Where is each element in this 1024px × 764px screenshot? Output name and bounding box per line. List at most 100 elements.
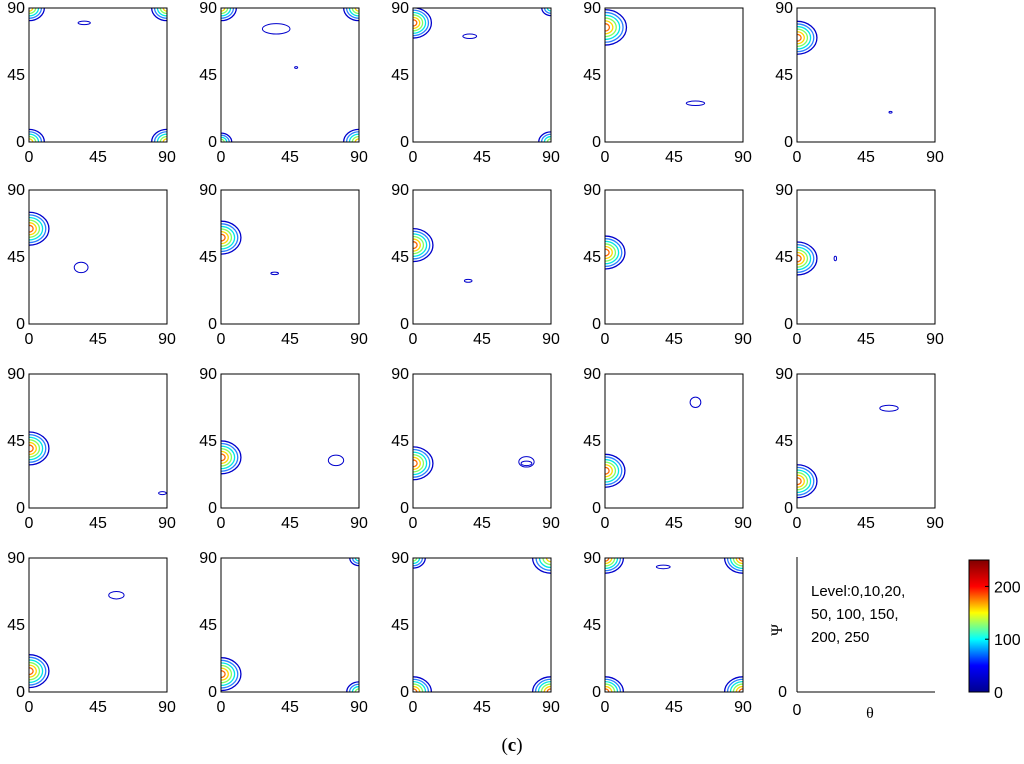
y-tick-label: 90 [7, 550, 25, 567]
peak-contour-ring [605, 8, 628, 46]
x-tick-label: 45 [89, 331, 107, 348]
peak-contour-ring [797, 20, 818, 55]
panel-frame [796, 189, 936, 325]
y-tick-label: 0 [208, 134, 217, 151]
peak-contour-ring [605, 235, 626, 270]
contour-panel-8: 0 45 90 0 45 90 [391, 182, 560, 348]
minor-contour [518, 456, 535, 468]
contour-panel-1: 0 45 90 0 45 90 [7, 0, 176, 166]
x-tick-label: 0 [217, 331, 226, 348]
contour-panel-15: 0 45 90 0 45 90 [775, 366, 944, 532]
x-tick-label: 90 [350, 149, 368, 166]
x-tick-label: 0 [25, 331, 34, 348]
x-tick-label: 0 [409, 515, 418, 532]
y-tick-label: 45 [7, 249, 25, 266]
x-tick-label: 90 [542, 331, 560, 348]
minor-contour [77, 20, 91, 26]
minor-contour [294, 66, 299, 69]
peak-contour-ring [221, 659, 239, 689]
x-tick-label: 0 [601, 149, 610, 166]
peak-contour-ring [29, 441, 37, 456]
y-tick-label: 90 [199, 0, 217, 17]
peak-contour-ring [605, 453, 626, 488]
panel-frame [604, 373, 744, 509]
y-tick-label: 45 [775, 433, 793, 450]
panel-frame [412, 7, 552, 143]
y-tick-label: 90 [199, 182, 217, 199]
y-tick-label: 90 [7, 366, 25, 383]
y-tick-label: 0 [16, 316, 25, 333]
contour-panel-10: 0 45 90 0 45 90 [775, 182, 944, 348]
peak-contour-ring [605, 14, 621, 41]
y-tick-label: 90 [7, 0, 25, 17]
peak-contour-ring [29, 214, 47, 244]
x-tick-label: 45 [665, 331, 683, 348]
colorbar-tick-label: 100 [994, 632, 1021, 649]
y-tick-label: 45 [199, 433, 217, 450]
x-tick-label: 45 [281, 515, 299, 532]
y-tick-label: 45 [7, 433, 25, 450]
panel-frame [28, 7, 168, 143]
minor-contour [327, 454, 345, 467]
minor-contour [158, 491, 167, 496]
x-tick-label: 90 [926, 149, 944, 166]
y-tick-label: 45 [199, 617, 217, 634]
x-tick-label: 45 [857, 331, 875, 348]
x-tick-label: 45 [89, 149, 107, 166]
panel-frame [604, 7, 744, 143]
x-tick-label: 90 [734, 331, 752, 348]
y-tick-label: 0 [784, 500, 793, 517]
x-tick-label: 90 [734, 149, 752, 166]
legend-ylabel: Ψ [769, 624, 786, 636]
panel-frame [28, 557, 168, 693]
y-tick-label: 45 [7, 617, 25, 634]
y-tick-label: 0 [400, 316, 409, 333]
legend-line-2: 50, 100, 150, [811, 606, 899, 623]
x-tick-label: 45 [473, 699, 491, 716]
x-tick-label: 90 [926, 515, 944, 532]
peak-contour-ring [29, 216, 44, 241]
y-tick-label: 90 [391, 182, 409, 199]
panel-frame [604, 189, 744, 325]
contour-panel-9: 0 45 90 0 45 90 [583, 182, 752, 348]
minor-contour [879, 404, 899, 412]
minor-contour [261, 23, 291, 35]
contour-panel-16: 0 45 90 0 45 90 [7, 550, 176, 716]
y-tick-label: 0 [16, 684, 25, 701]
y-tick-label: 90 [775, 366, 793, 383]
y-tick-label: 90 [775, 0, 793, 17]
contour-panel-11: 0 45 90 0 45 90 [7, 366, 176, 532]
legend-line-3: 200, 250 [811, 629, 869, 646]
contour-panel-18: 0 45 90 0 45 90 [391, 550, 560, 716]
peak-contour-ring [29, 436, 44, 461]
panel-frame [412, 373, 552, 509]
minor-contour [833, 255, 838, 262]
contour-panel-14: 0 45 90 0 45 90 [583, 366, 752, 532]
peak-contour-ring [29, 444, 34, 453]
legend-y-tick: 0 [778, 684, 787, 701]
y-tick-label: 0 [592, 316, 601, 333]
minor-contour [463, 278, 473, 283]
peak-contour-ring [413, 454, 425, 473]
x-tick-label: 45 [665, 515, 683, 532]
peak-contour-ring [29, 433, 47, 463]
peak-contour-ring [797, 28, 809, 48]
y-tick-label: 0 [592, 134, 601, 151]
contour-panel-13: 0 45 90 0 45 90 [391, 366, 560, 532]
y-tick-label: 0 [208, 684, 217, 701]
x-tick-label: 0 [409, 331, 418, 348]
colorbar: 0 100 200 [968, 559, 1021, 702]
x-tick-label: 90 [158, 515, 176, 532]
x-tick-label: 90 [158, 699, 176, 716]
x-tick-label: 0 [409, 699, 418, 716]
peak-contour-ring [221, 657, 242, 692]
x-tick-label: 90 [350, 515, 368, 532]
peak-contour-ring [797, 471, 809, 491]
x-tick-label: 0 [25, 515, 34, 532]
peak-contour-ring [413, 235, 425, 255]
y-tick-label: 90 [583, 182, 601, 199]
peak-contour-ring [221, 440, 242, 475]
x-tick-label: 90 [734, 515, 752, 532]
peak-contour-ring [221, 442, 239, 472]
